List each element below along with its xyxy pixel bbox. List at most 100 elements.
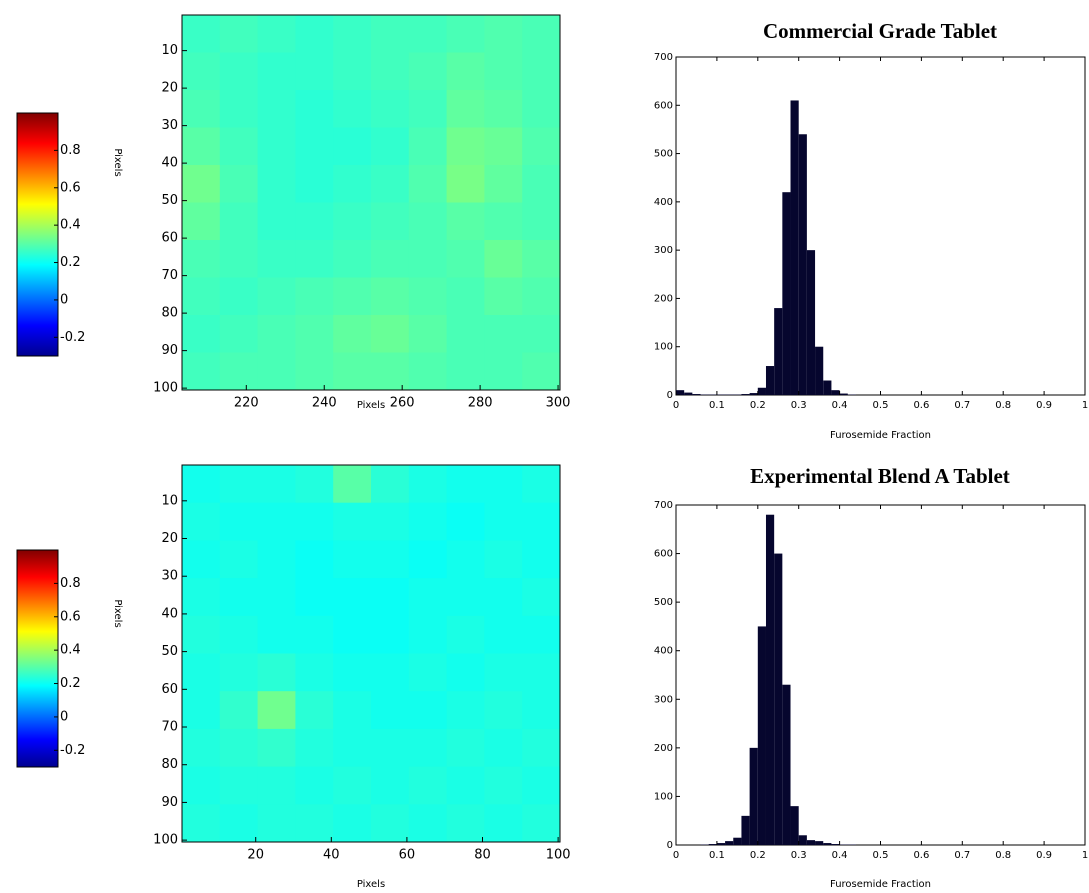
heat-cell: [446, 315, 485, 353]
histogram-bar: [741, 815, 750, 845]
heat-cell: [446, 502, 485, 541]
heat-cell: [257, 615, 296, 654]
x-axis-label: Pixels: [357, 879, 385, 890]
heat-cell: [371, 465, 410, 504]
heat-cell: [333, 15, 372, 53]
heat-cell: [522, 578, 561, 617]
heat-cell: [182, 240, 221, 278]
heat-cell: [182, 804, 221, 843]
colorbar-tick-label: 0.8: [60, 576, 81, 591]
heat-cell: [257, 728, 296, 768]
heat-cell: [257, 352, 296, 391]
heat-cell: [295, 90, 334, 128]
y-tick-label: 200: [654, 743, 673, 754]
x-tick-label: 0: [673, 850, 679, 861]
heat-cell: [408, 90, 448, 128]
histogram-bar: [782, 192, 791, 395]
heat-cell: [446, 277, 485, 316]
heat-cell: [446, 465, 485, 504]
histogram-bar: [765, 366, 775, 395]
histogram-bar: [815, 346, 824, 395]
heat-cell: [295, 728, 334, 768]
y-tick-label: 200: [654, 293, 673, 304]
x-tick-label: 0.6: [913, 850, 929, 861]
colorbar-tick-label: 0.2: [60, 676, 81, 691]
heat-cell: [371, 352, 410, 391]
heat-cell: [484, 502, 523, 541]
heat-cell: [446, 766, 485, 805]
heat-cell: [408, 165, 448, 203]
heat-cell: [446, 127, 485, 166]
heat-cell: [522, 352, 561, 391]
heat-cell: [257, 653, 296, 692]
y-tick-label: 500: [654, 149, 673, 160]
heat-cell: [371, 240, 410, 278]
heat-cell: [182, 277, 221, 316]
heat-cell: [182, 691, 221, 730]
heat-cell: [371, 728, 410, 768]
heat-cell: [522, 653, 561, 692]
histogram-bar: [774, 308, 783, 395]
x-tick-label: 240: [312, 396, 337, 411]
heat-cell: [408, 352, 448, 391]
heat-cell: [295, 804, 334, 843]
heat-cell: [371, 766, 410, 805]
heat-cell: [371, 202, 410, 241]
histogram-bar: [725, 841, 734, 845]
histogram-bar: [798, 134, 807, 395]
heat-cell: [446, 540, 485, 579]
x-tick-label: 0.8: [995, 850, 1011, 861]
heat-cell: [219, 202, 259, 241]
heat-cell: [371, 615, 410, 654]
x-tick-label: 0.2: [750, 850, 766, 861]
heat-cell: [182, 52, 221, 91]
y-tick-label: 0: [667, 840, 673, 851]
heat-cell: [408, 127, 448, 166]
plot-frame: [675, 504, 1086, 846]
heat-cell: [182, 653, 221, 692]
y-tick-label: 30: [161, 569, 178, 584]
x-tick-label: 0: [673, 400, 679, 411]
heat-cell: [371, 315, 410, 353]
x-tick-label: 0.5: [873, 850, 889, 861]
histogram-bar: [741, 394, 750, 395]
heat-cell: [333, 502, 372, 541]
histogram-bar: [823, 843, 832, 845]
histogram-bar: [716, 843, 726, 845]
heat-cell: [219, 15, 259, 53]
heat-cell: [446, 653, 485, 692]
x-tick-label: 0.1: [709, 850, 725, 861]
histogram-bar: [733, 837, 742, 845]
y-tick-label: 300: [654, 694, 673, 705]
heat-cell: [295, 315, 334, 353]
y-tick-label: 400: [654, 197, 673, 208]
heat-cell: [484, 540, 523, 579]
y-tick-label: 600: [654, 100, 673, 111]
y-tick-label: 0: [667, 390, 673, 401]
heat-cell: [522, 502, 561, 541]
heat-cell: [371, 804, 410, 843]
heat-cell: [408, 240, 448, 278]
heat-cell: [522, 15, 561, 53]
heat-cell: [333, 315, 372, 353]
x-tick-label: 1: [1082, 400, 1088, 411]
heat-cell: [446, 804, 485, 843]
colorbar-tick-label: 0.6: [60, 180, 81, 195]
heat-cell: [295, 766, 334, 805]
heat-cell: [257, 691, 296, 730]
heat-cell: [257, 315, 296, 353]
heat-cell: [219, 502, 259, 541]
heat-cell: [295, 240, 334, 278]
x-tick-label: 0.6: [913, 400, 929, 411]
heat-cell: [295, 615, 334, 654]
heat-cell: [257, 52, 296, 91]
heat-cell: [219, 240, 259, 278]
heat-cell: [182, 165, 221, 203]
y-tick-label: 20: [161, 531, 178, 546]
heat-cell: [219, 540, 259, 579]
heat-cell: [371, 90, 410, 128]
x-tick-label: 0.9: [1036, 850, 1052, 861]
heat-cell: [446, 352, 485, 391]
colorbar-tick-label: -0.2: [60, 743, 85, 758]
heat-cell: [219, 691, 259, 730]
